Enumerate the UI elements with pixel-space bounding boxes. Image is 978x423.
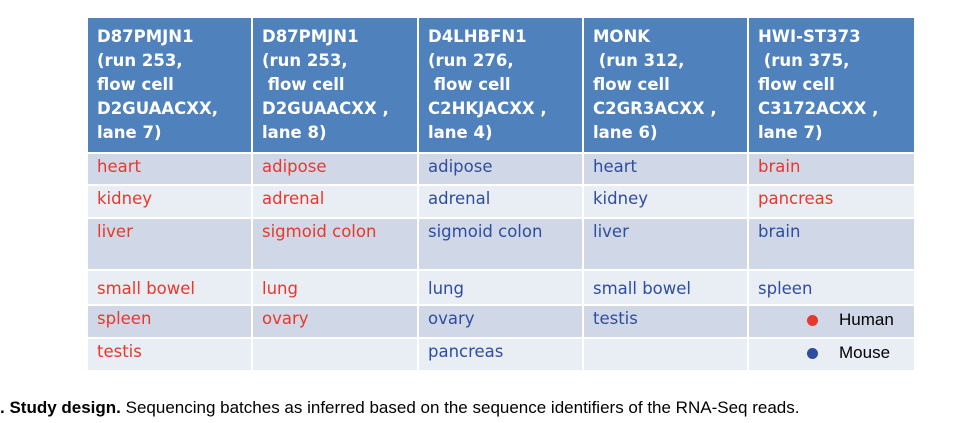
tissue-cell	[584, 337, 749, 370]
column-header: MONK (run 312, flow cell C2GR3ACXX , lan…	[584, 18, 749, 152]
tissue-cell: small bowel	[88, 269, 253, 304]
tissue-cell: lung	[419, 269, 584, 304]
tissue-cell: spleen	[749, 269, 914, 304]
table-row: liver sigmoid colon sigmoid colon liver …	[88, 217, 914, 269]
study-design-table: D87PMJN1 (run 253, flow cell D2GUAACXX, …	[88, 18, 914, 370]
tissue-cell: kidney	[584, 184, 749, 217]
table-row: kidney adrenal adrenal kidney pancreas	[88, 184, 914, 217]
table-row: spleen ovary ovary testis Human	[88, 304, 914, 337]
legend-human: Human	[749, 304, 914, 337]
tissue-cell: spleen	[88, 304, 253, 337]
tissue-cell: pancreas	[749, 184, 914, 217]
tissue-cell: heart	[88, 152, 253, 184]
legend-mouse: Mouse	[749, 337, 914, 370]
tissue-cell	[253, 337, 419, 370]
tissue-cell: sigmoid colon	[253, 217, 419, 269]
tissue-cell: liver	[88, 217, 253, 269]
column-header: D87PMJN1 (run 253, flow cell D2GUAACXX, …	[88, 18, 253, 152]
tissue-cell: ovary	[419, 304, 584, 337]
figure-caption: . Study design. Sequencing batches as in…	[0, 398, 799, 418]
column-header: D4LHBFN1 (run 276, flow cell C2HKJACXX ,…	[419, 18, 584, 152]
tissue-cell: small bowel	[584, 269, 749, 304]
caption-title: . Study design.	[0, 398, 121, 417]
tissue-cell: brain	[749, 152, 914, 184]
tissue-cell: testis	[584, 304, 749, 337]
tissue-cell: pancreas	[419, 337, 584, 370]
legend-mouse-label: Mouse	[839, 343, 891, 362]
tissue-cell: liver	[584, 217, 749, 269]
tissue-cell: adipose	[419, 152, 584, 184]
tissue-cell: testis	[88, 337, 253, 370]
column-header: HWI-ST373 (run 375, flow cell C3172ACXX …	[749, 18, 914, 152]
tissue-cell: kidney	[88, 184, 253, 217]
tissue-cell: sigmoid colon	[419, 217, 584, 269]
tissue-cell: lung	[253, 269, 419, 304]
tissue-cell: adrenal	[253, 184, 419, 217]
column-header: D87PMJN1 (run 253, flow cell D2GUAACXX ,…	[253, 18, 419, 152]
human-dot-icon	[807, 315, 818, 326]
table-row: heart adipose adipose heart brain	[88, 152, 914, 184]
tissue-cell: adrenal	[419, 184, 584, 217]
legend-human-label: Human	[839, 310, 894, 329]
table-header-row: D87PMJN1 (run 253, flow cell D2GUAACXX, …	[88, 18, 914, 152]
tissue-cell: ovary	[253, 304, 419, 337]
tissue-cell: heart	[584, 152, 749, 184]
table-row: testis pancreas Mouse	[88, 337, 914, 370]
caption-text: Sequencing batches as inferred based on …	[120, 398, 800, 417]
tissue-cell: brain	[749, 217, 914, 269]
mouse-dot-icon	[807, 348, 818, 359]
tissue-cell: adipose	[253, 152, 419, 184]
table-row: small bowel lung lung small bowel spleen	[88, 269, 914, 304]
